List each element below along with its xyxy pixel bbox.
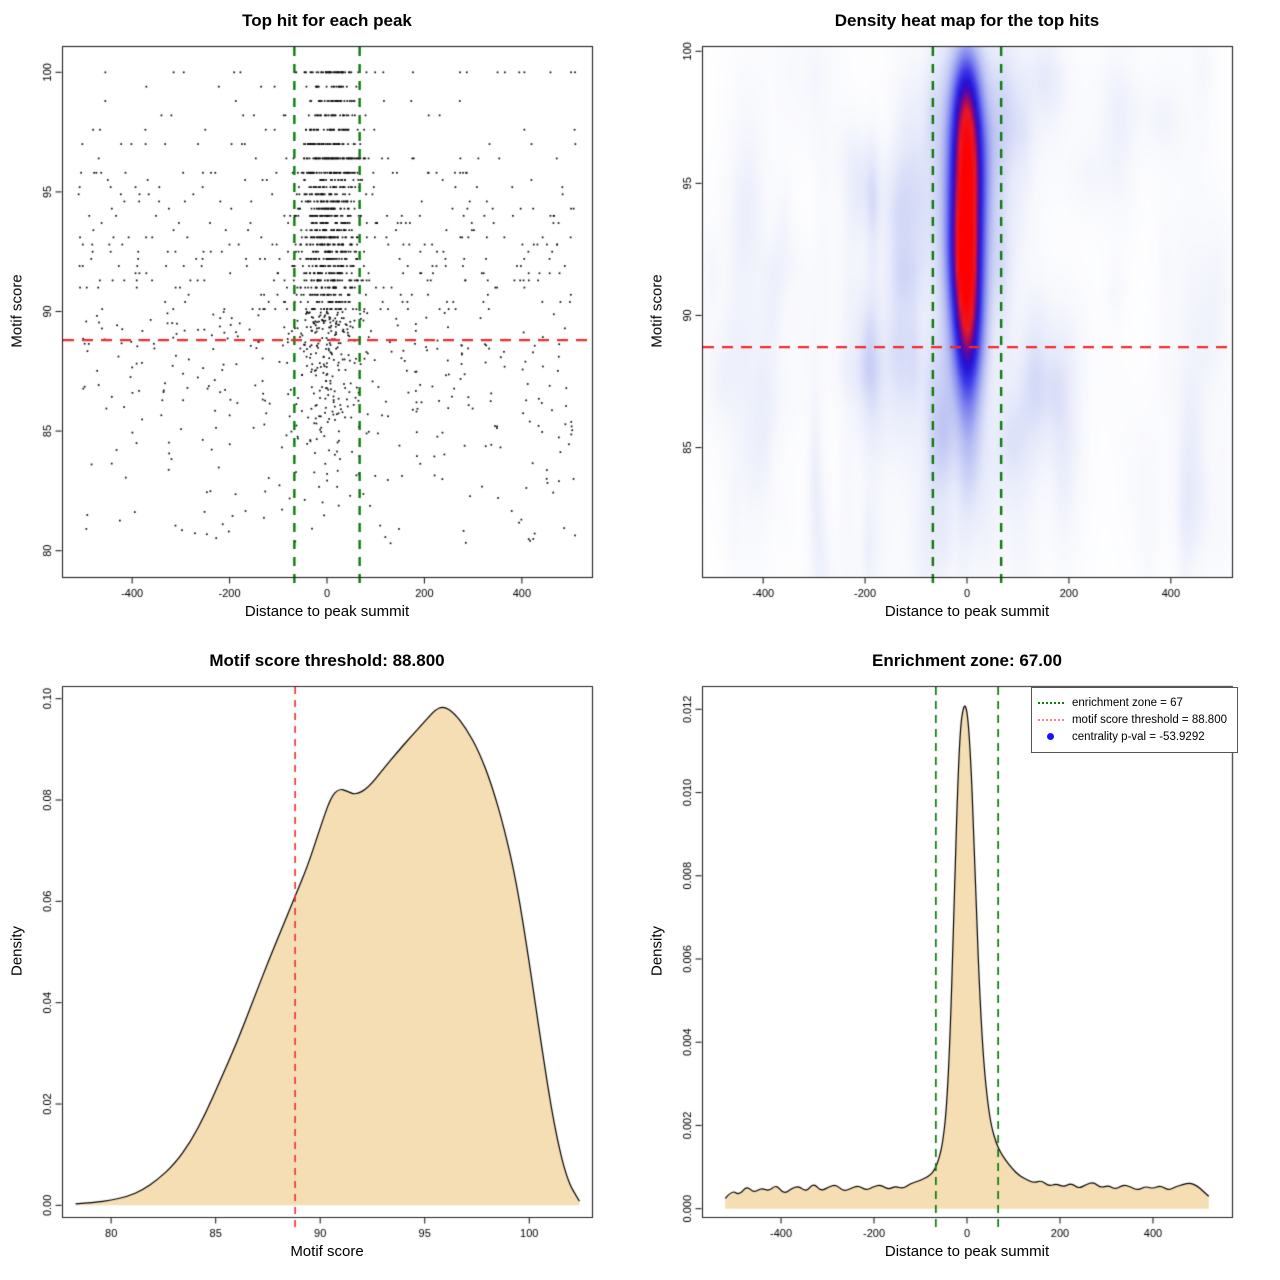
legend-item-score-threshold: motif score threshold = 88.800: [1037, 711, 1227, 728]
scatter-plot-canvas: [0, 0, 640, 640]
y-axis-label: Motif score: [648, 274, 666, 348]
panel-enrichment-zone-density: Enrichment zone: 67.00 Distance to peak …: [640, 640, 1280, 1280]
panel-density-heatmap: Density heat map for the top hits Distan…: [640, 0, 1280, 640]
panel-title: Top hit for each peak: [242, 11, 412, 30]
y-axis-label: Density: [648, 925, 666, 977]
panel-title: Motif score threshold: 88.800: [209, 651, 445, 670]
legend-label: enrichment zone = 67: [1071, 696, 1183, 709]
red-dotted-line-icon: [1037, 718, 1064, 721]
x-axis-label: Motif score: [290, 1243, 364, 1260]
y-axis-label: Density: [8, 925, 26, 977]
heatmap-canvas: [640, 0, 1280, 640]
green-dotted-line-icon: [1037, 701, 1064, 704]
score-density-canvas: [0, 640, 640, 1280]
panel-top-hit-scatter: Top hit for each peak Distance to peak s…: [0, 0, 640, 640]
blue-dot-icon: [1038, 733, 1064, 740]
legend-label: motif score threshold = 88.800: [1071, 713, 1227, 726]
panel-motif-score-density: Motif score threshold: 88.800 Motif scor…: [0, 640, 640, 1280]
plot-legend: enrichment zone = 67 motif score thresho…: [1030, 687, 1238, 753]
y-axis-label: Motif score: [8, 274, 26, 348]
x-axis-label: Distance to peak summit: [884, 603, 1050, 620]
panel-title: Density heat map for the top hits: [834, 11, 1100, 30]
legend-item-enrichment-zone: enrichment zone = 67: [1037, 694, 1227, 711]
x-axis-label: Distance to peak summit: [244, 603, 410, 620]
x-axis-label: Distance to peak summit: [884, 1243, 1050, 1260]
panel-title: Enrichment zone: 67.00: [872, 651, 1062, 670]
legend-item-centrality-pval: centrality p-val = -53.9292: [1038, 728, 1227, 745]
legend-label: centrality p-val = -53.9292: [1071, 730, 1205, 743]
